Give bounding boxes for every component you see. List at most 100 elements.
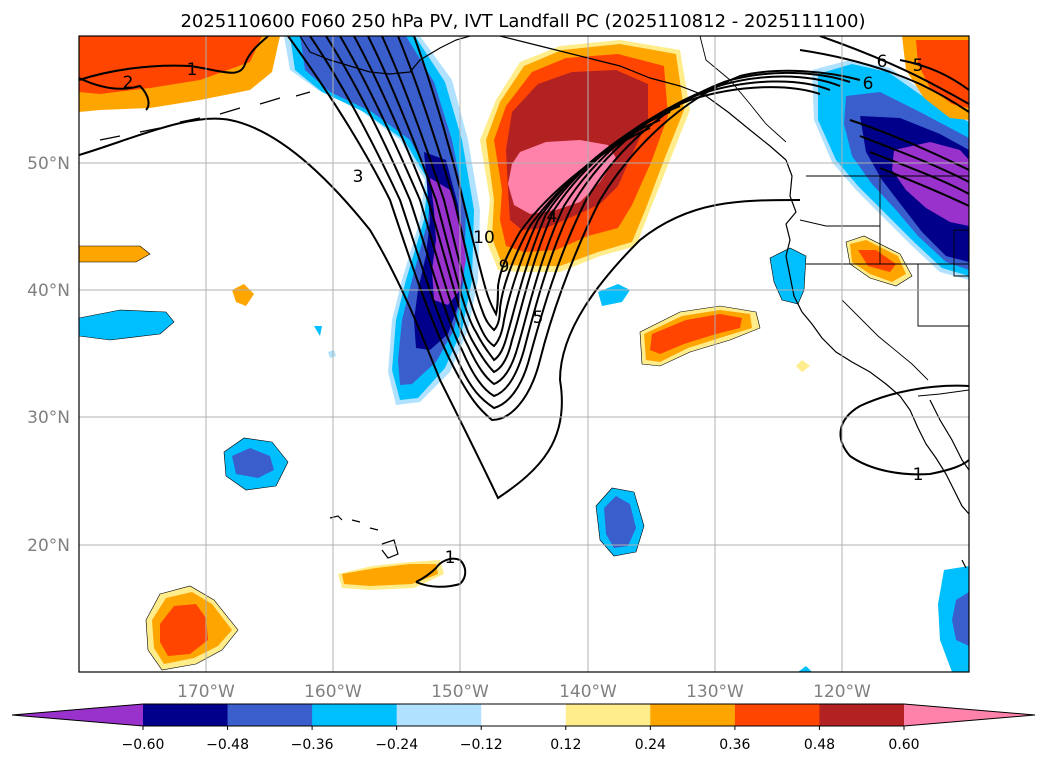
coast-hawaii	[329, 515, 399, 559]
contour-pnw-2	[819, 36, 969, 105]
coast-gulf-alaska	[499, 36, 787, 161]
shade-22n-blue	[604, 496, 636, 548]
border-box-right	[953, 229, 969, 277]
shade-outlines	[79, 235, 913, 671]
border-canada-alaska	[699, 36, 787, 143]
contour-trough-6	[353, 36, 821, 374]
contour-6-pnw	[799, 49, 969, 113]
coast-mexico-south	[961, 559, 967, 569]
shade-bottom-cyan	[798, 666, 812, 672]
x-tick-label: 160°W	[304, 682, 362, 702]
colorbar-segment	[819, 704, 905, 726]
outline-sw	[145, 585, 239, 671]
contour-label: 10	[473, 228, 495, 248]
contour-pnw-6	[879, 167, 969, 207]
x-tick-label: 170°W	[177, 682, 235, 702]
colorbar-segment	[227, 704, 313, 726]
coast-aleutians	[99, 91, 311, 141]
colorbar-tick-label: 0.24	[635, 737, 666, 753]
border-state-wa-or	[799, 219, 880, 227]
shade-27n-blue	[232, 448, 274, 478]
shade-se-blue	[952, 592, 969, 646]
contour-outer-trough	[79, 117, 801, 500]
contour-trough-10	[413, 36, 651, 317]
x-tick-label: 120°W	[813, 682, 871, 702]
contour-label: 5	[913, 56, 924, 76]
shade-left-37n-cyan	[79, 310, 174, 340]
contour-label: 6	[863, 74, 874, 94]
shade-hawaii-orange	[342, 564, 438, 586]
border-mexico-us	[917, 389, 969, 397]
colorbar-tick-label: 0.48	[804, 737, 835, 753]
contour-trough-9	[397, 36, 661, 332]
contour-1-se	[839, 384, 969, 476]
colorbar-tick-label: −0.36	[291, 737, 334, 753]
y-axis-labels: 20°N 30°N 40°N 50°N	[27, 154, 70, 556]
contour-lines	[79, 36, 969, 588]
coast-baja	[917, 427, 969, 515]
chart-title: 2025110600 F060 250 hPa PV, IVT Landfall…	[180, 11, 865, 32]
contour-label: 1	[187, 60, 198, 80]
contour-pnw-3	[849, 119, 969, 171]
colorbar-tick-label: 0.36	[719, 737, 750, 753]
coastlines	[99, 36, 969, 569]
colorbar-tick-label: −0.60	[122, 737, 165, 753]
colorbar-segment	[565, 704, 651, 726]
contour-label: 1	[445, 548, 456, 568]
shade-tiny-cyan-b	[328, 350, 336, 358]
colorbar-segment	[734, 704, 820, 726]
contour-pnw-4	[859, 135, 969, 183]
x-tick-label: 130°W	[686, 682, 744, 702]
contour-label: 9	[499, 257, 510, 277]
colorbar-segment	[396, 704, 482, 726]
colorbar-segment	[312, 704, 398, 726]
shade-42n-red	[858, 250, 896, 272]
outline-22n	[595, 487, 645, 557]
contour-label: 3	[353, 167, 364, 187]
map-area: 2 1 3 10 9 5 4 6 6 5 1 1	[79, 36, 969, 672]
coast-bc-west	[785, 159, 803, 313]
shade-sw-red	[160, 604, 208, 656]
colorbar-extend-min	[12, 704, 143, 726]
y-tick-label: 50°N	[27, 154, 70, 174]
contour-trough-5	[339, 36, 831, 386]
graticule	[79, 36, 969, 672]
contour-2-top-left	[79, 77, 150, 111]
outline-left-orange	[79, 245, 151, 263]
coast-california	[801, 311, 919, 429]
x-tick-label: 140°W	[559, 682, 617, 702]
colorbar-extend-max	[904, 704, 1035, 726]
colorbar-tick-label: −0.12	[460, 737, 503, 753]
contour-label: 6	[877, 52, 888, 72]
contour-label: 2	[123, 73, 134, 93]
outline-coast-42n	[769, 247, 807, 305]
contour-label: 5	[533, 308, 544, 328]
shade-ridge-pink	[508, 140, 616, 214]
border-state-nevada	[917, 264, 969, 327]
colorbar-tick-label: −0.24	[375, 737, 418, 753]
contour-labels: 2 1 3 10 9 5 4 6 6 5 1 1	[123, 52, 924, 568]
y-tick-label: 40°N	[27, 281, 70, 301]
x-axis-labels: 170°W 160°W 150°W 140°W 130°W 120°W	[177, 682, 871, 702]
outline-left-40n	[79, 309, 175, 341]
shade-subtropical-red	[650, 314, 742, 354]
colorbar-tick-label: 0.12	[550, 737, 581, 753]
outline-42n-shade	[845, 235, 913, 287]
contour-pnw-5	[869, 151, 969, 195]
contour-trough-7	[367, 36, 681, 362]
colorbar-segment	[481, 704, 567, 726]
y-tick-label: 20°N	[27, 536, 70, 556]
colorbar: −0.60 −0.48 −0.36 −0.24 −0.12 0.12 0.24 0.36 0.4…	[11, 703, 1036, 753]
shaded-fields	[79, 36, 969, 672]
contour-trough-4	[325, 36, 841, 398]
contour-5-top-right	[899, 59, 969, 91]
y-tick-label: 30°N	[27, 408, 70, 428]
map-frame	[78, 35, 970, 673]
colorbar-segment	[143, 704, 229, 726]
colorbar-segment	[650, 704, 736, 726]
colorbar-tick-label: 0.60	[888, 737, 919, 753]
contour-trough-8	[381, 36, 671, 348]
contour-1-top-left	[79, 36, 269, 81]
x-tick-label: 150°W	[431, 682, 489, 702]
